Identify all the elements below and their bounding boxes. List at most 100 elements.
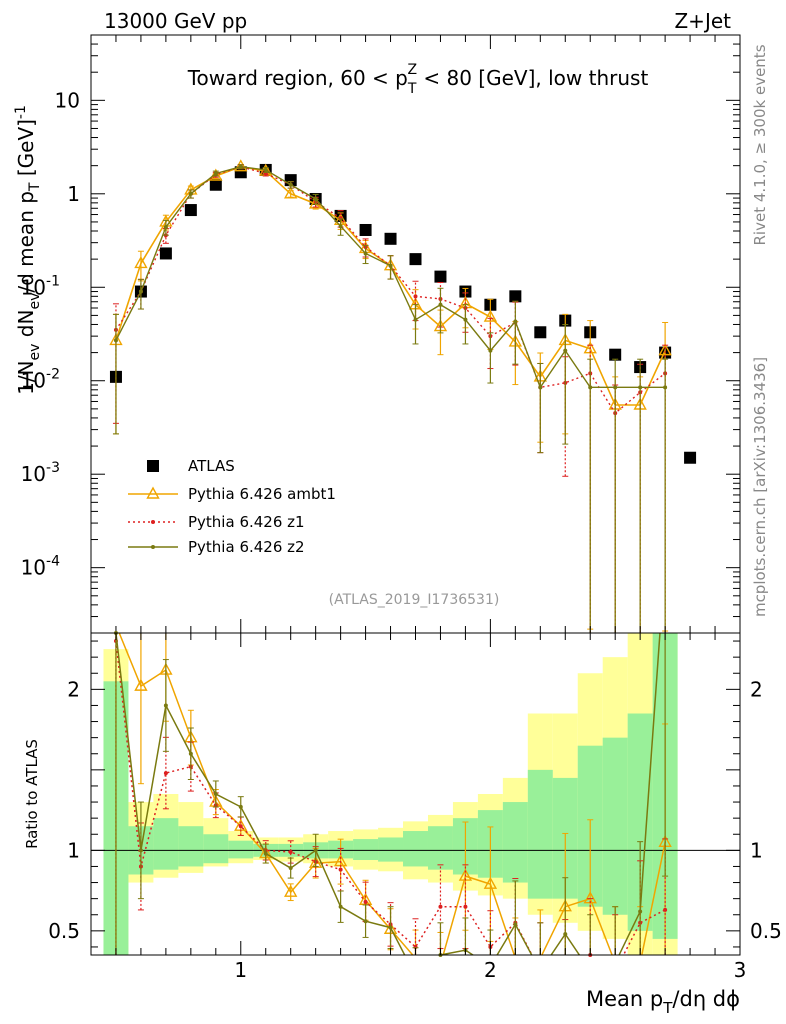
legend-entry: ATLAS: [147, 457, 235, 475]
x-tick-label: 1: [234, 958, 247, 982]
data-point: [438, 302, 443, 307]
data-point: [213, 171, 218, 176]
ratio-y-tick-label: 1: [67, 838, 80, 862]
ratio-y-label: Ratio to ATLAS: [23, 739, 41, 849]
ratio-band-inner: [378, 837, 404, 862]
ratio-series-pythia-6-426-z2: [113, 631, 669, 957]
data-point: [613, 385, 618, 390]
main-panel: Toward region, 60 < pTZ < 80 [GeV], low …: [13, 34, 741, 634]
data-point: [413, 317, 418, 322]
legend-label: Pythia 6.426 z2: [188, 538, 305, 556]
legend-label: Pythia 6.426 z1: [188, 513, 305, 531]
ratio-point: [463, 904, 468, 909]
ratio-y-tick-label-right: 1: [750, 838, 763, 862]
ratio-point: [363, 919, 368, 924]
y-tick-exponent: -1: [46, 273, 60, 289]
series-pythia-6-426-ambt1: [109, 159, 672, 633]
ratio-band-inner: [353, 839, 379, 861]
legend-entry: Pythia 6.426 ambt1: [128, 485, 336, 503]
data-point: [388, 263, 393, 268]
ratio-point: [288, 849, 293, 854]
atlas-point: [609, 348, 622, 361]
rivet-label: Rivet 4.1.0, ≥ 300k events: [751, 44, 769, 245]
ratio-point: [238, 824, 243, 829]
ratio-point: [513, 922, 518, 927]
data-point: [288, 182, 293, 187]
atlas-point: [209, 178, 222, 191]
ratio-y-tick-label-right: 0.5: [750, 919, 782, 943]
data-point: [263, 167, 268, 172]
data-point: [413, 294, 418, 299]
legend: ATLAS Pythia 6.426 ambt1 Pythia 6.426 z1 Py…: [128, 457, 336, 556]
ratio-point: [438, 904, 443, 909]
legend-marker: [147, 460, 159, 472]
data-point: [138, 289, 143, 294]
analysis-tag: (ATLAS_2019_I1736531): [329, 592, 500, 608]
legend-label: ATLAS: [188, 457, 235, 475]
data-point: [238, 164, 243, 169]
legend-entry: Pythia 6.426 z1: [128, 513, 305, 531]
atlas-point: [159, 247, 172, 260]
atlas-point: [509, 290, 522, 303]
ratio-point: [338, 904, 343, 909]
legend-entry: Pythia 6.426 z2: [128, 538, 305, 556]
data-point: [663, 385, 668, 390]
header-left: 13000 GeV pp: [104, 9, 247, 33]
x-axis-label: Mean pT/dη dϕ: [586, 987, 740, 1017]
ratio-band-inner: [228, 840, 254, 859]
y-tick-exponent: -4: [46, 554, 60, 570]
atlas-point: [684, 451, 697, 464]
mcplots-label: mcplots.cern.ch [arXiv:1306.3436]: [751, 357, 769, 617]
data-point: [313, 196, 318, 201]
y-tick-label: 10-4: [21, 554, 61, 580]
data-point: [284, 186, 298, 199]
legend-marker: [151, 520, 155, 524]
atlas-point: [384, 232, 397, 245]
ratio-point: [388, 925, 393, 930]
atlas-point: [534, 326, 547, 339]
legend-label: Pythia 6.426 ambt1: [188, 485, 336, 503]
ratio-point: [338, 867, 343, 872]
data-point: [163, 225, 168, 230]
ratio-band-inner: [427, 826, 453, 870]
data-point: [113, 338, 118, 343]
ratio-point: [483, 876, 498, 889]
ratio-y-tick-label-right: 2: [750, 677, 763, 701]
data-point: [463, 317, 468, 322]
ratio-band-inner: [178, 826, 204, 867]
y-tick-label: 10-3: [21, 460, 60, 486]
ratio-point: [134, 678, 148, 691]
ratio-point: [213, 792, 218, 796]
data-point: [638, 385, 643, 390]
data-point: [363, 251, 368, 256]
main-title: Toward region, 60 < pTZ < 80 [GeV], low …: [187, 62, 649, 97]
data-point: [488, 348, 493, 353]
series-pythia-6-426-z2: [112, 164, 669, 633]
ratio-point: [263, 851, 268, 856]
header-right: Z+Jet: [674, 9, 731, 33]
ratio-point: [163, 703, 168, 708]
y-tick-exponent: -2: [46, 367, 60, 383]
atlas-point: [409, 253, 422, 266]
series-line: [115, 165, 666, 406]
ratio-band-inner: [502, 802, 528, 883]
x-tick-label: 2: [484, 958, 497, 982]
series-atlas: [109, 163, 697, 464]
y-tick-label: 10: [55, 88, 80, 112]
data-point: [588, 385, 593, 390]
x-tick-label: 3: [734, 958, 747, 982]
ratio-point: [363, 899, 368, 904]
legend-marker: [146, 486, 160, 499]
atlas-point: [359, 223, 372, 236]
legend-marker: [151, 545, 155, 549]
data-point: [483, 309, 498, 322]
ratio-band-inner: [527, 769, 553, 899]
ratio-panel: 0.5 0.5 1 1 2 2 1 2 3 Ratio to ATLAS: [23, 631, 782, 982]
atlas-point: [434, 270, 447, 283]
ratio-point: [163, 771, 168, 776]
ratio-point: [284, 884, 298, 897]
ratio-y-tick-label: 0.5: [48, 919, 80, 943]
ratio-point: [288, 866, 293, 871]
ratio-point: [138, 848, 143, 853]
